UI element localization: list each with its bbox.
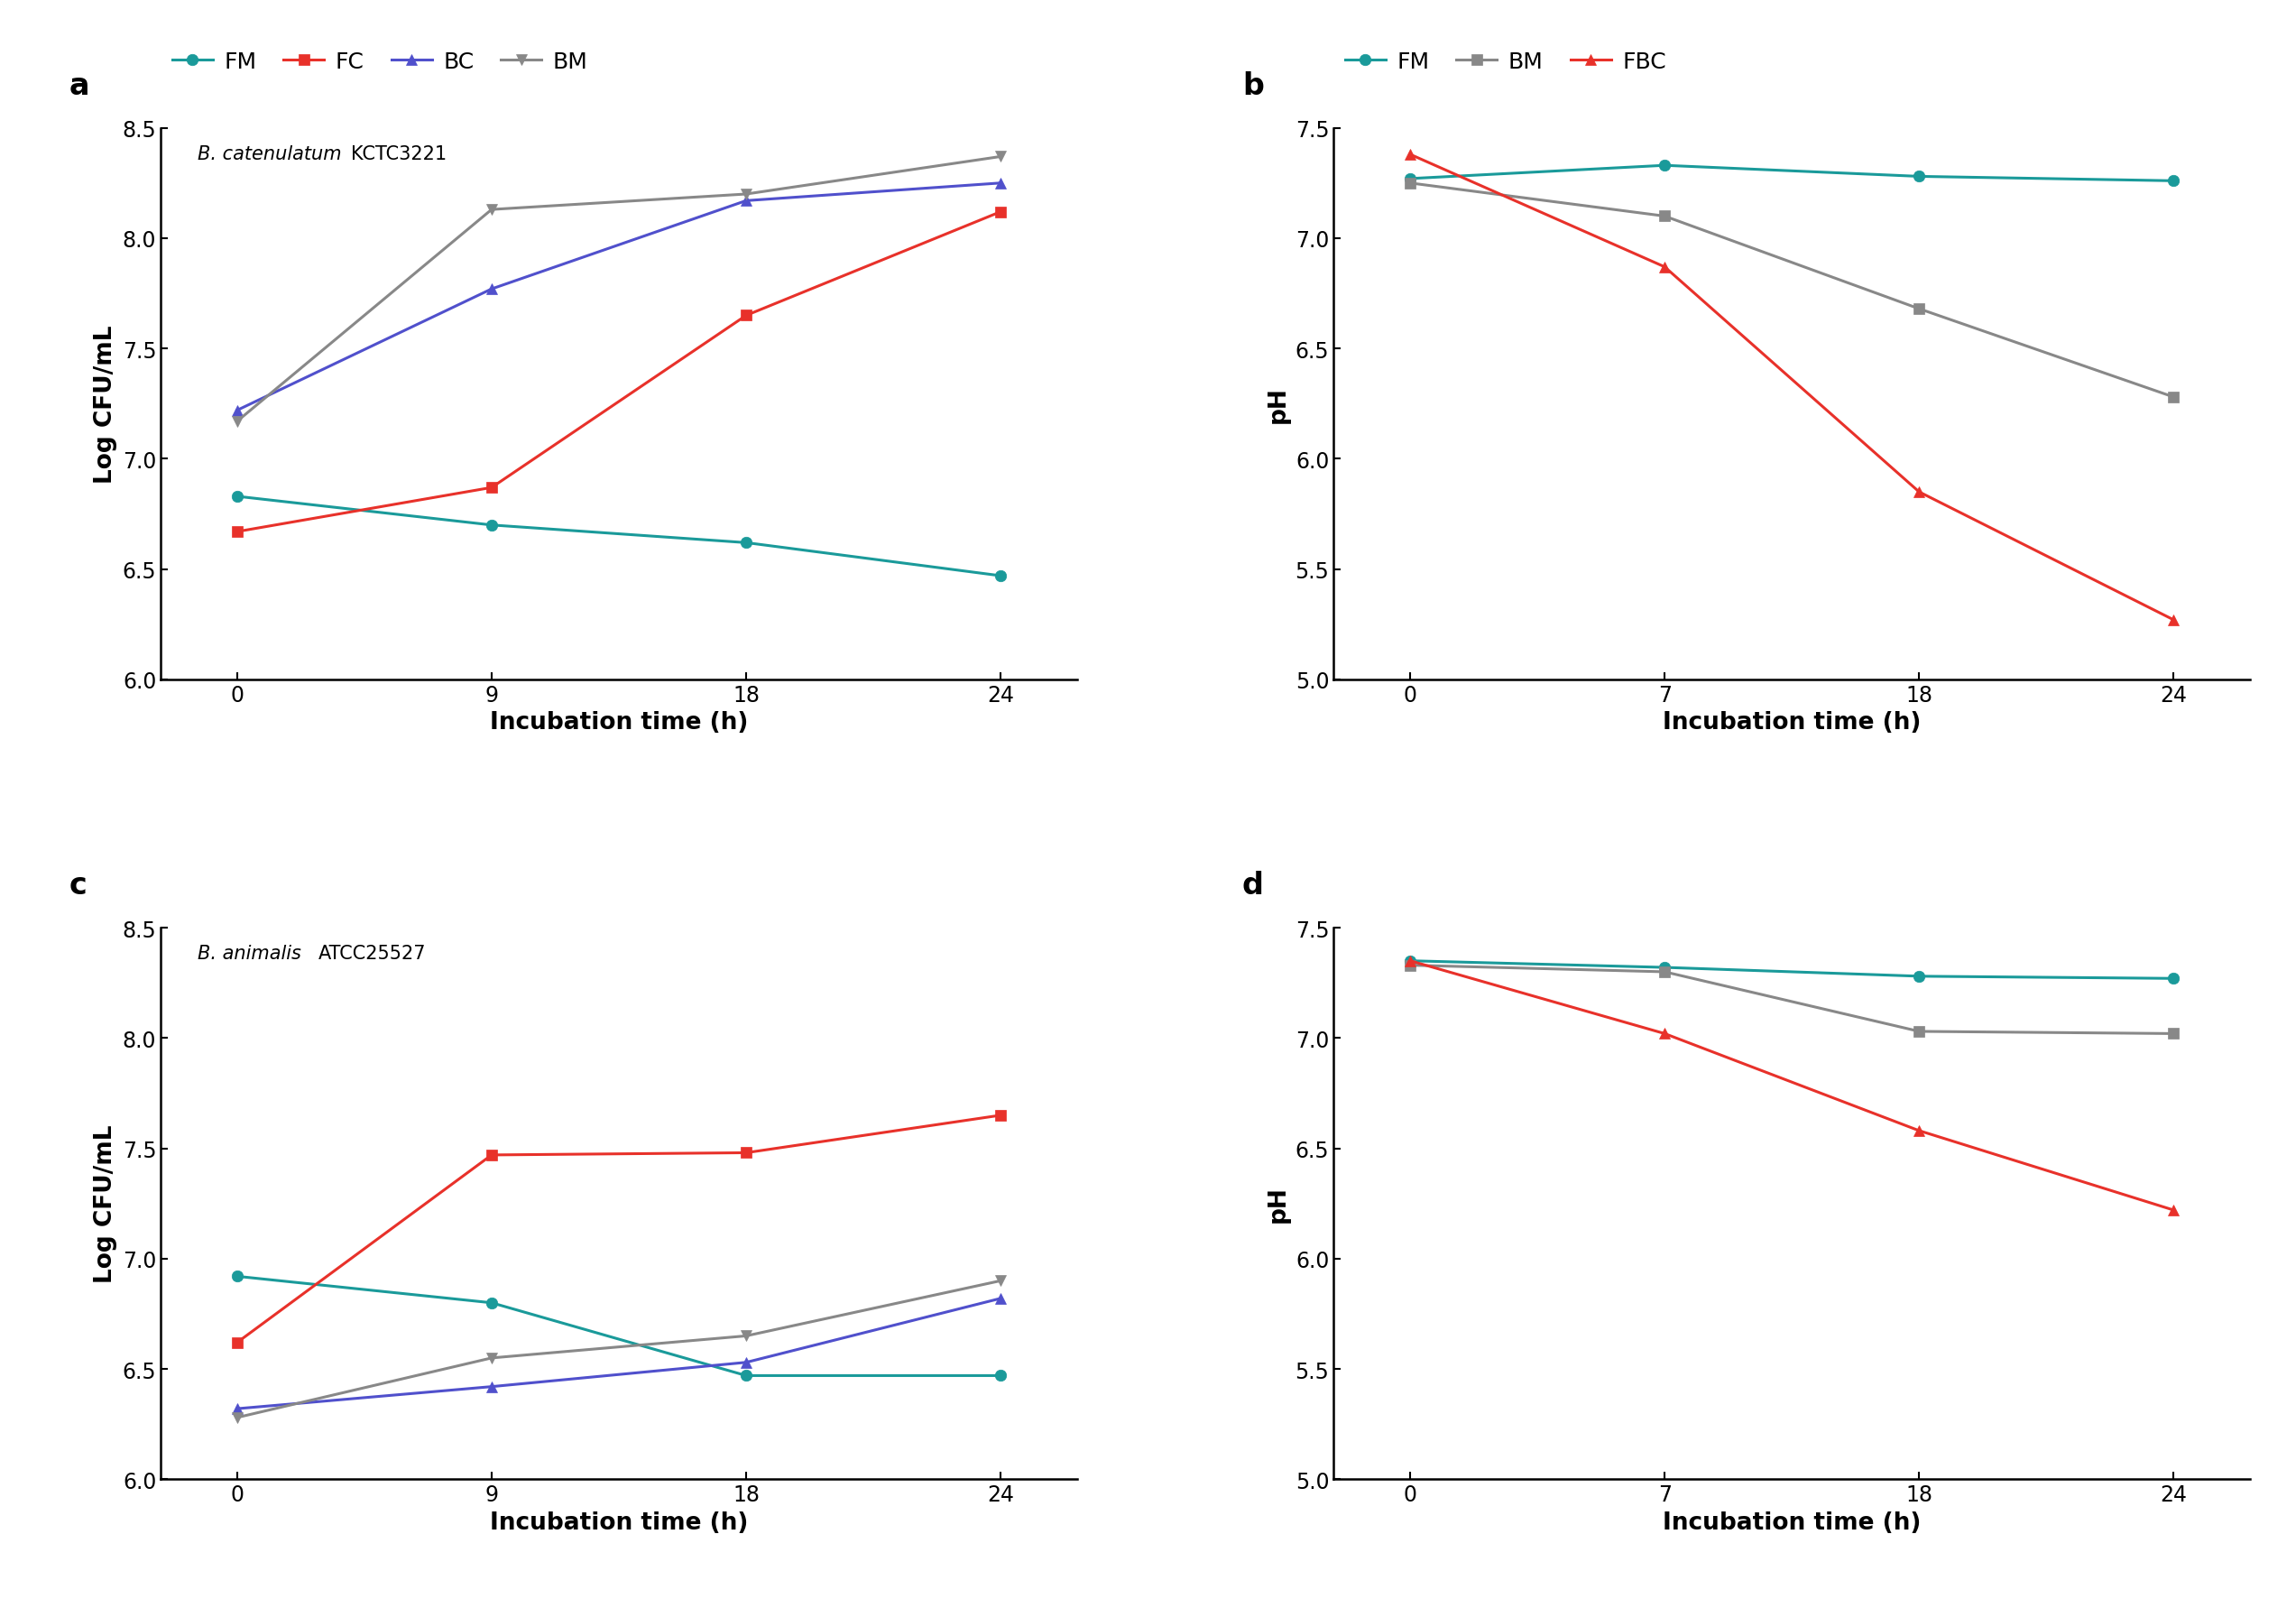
Text: ATCC25527: ATCC25527 bbox=[319, 944, 427, 963]
Text: c: c bbox=[69, 870, 87, 900]
Legend: FM, BM, FBC: FM, BM, FBC bbox=[1345, 51, 1667, 74]
Legend: FM, FC, BC, BM: FM, FC, BC, BM bbox=[172, 51, 588, 74]
Text: B. catenulatum: B. catenulatum bbox=[197, 145, 342, 164]
Y-axis label: pH: pH bbox=[1267, 1185, 1290, 1222]
Y-axis label: Log CFU/mL: Log CFU/mL bbox=[94, 325, 117, 484]
X-axis label: Incubation time (h): Incubation time (h) bbox=[1662, 1510, 1922, 1534]
X-axis label: Incubation time (h): Incubation time (h) bbox=[489, 711, 748, 735]
Text: a: a bbox=[69, 71, 90, 101]
Y-axis label: Log CFU/mL: Log CFU/mL bbox=[94, 1124, 117, 1283]
Y-axis label: pH: pH bbox=[1267, 386, 1290, 423]
Text: b: b bbox=[1242, 71, 1263, 101]
Text: KCTC3221: KCTC3221 bbox=[351, 145, 448, 164]
X-axis label: Incubation time (h): Incubation time (h) bbox=[1662, 711, 1922, 735]
Text: B. animalis: B. animalis bbox=[197, 944, 301, 963]
X-axis label: Incubation time (h): Incubation time (h) bbox=[489, 1510, 748, 1534]
Text: d: d bbox=[1242, 870, 1263, 900]
Text: B. catenulatum KCTC3221: B. catenulatum KCTC3221 bbox=[197, 145, 443, 164]
Text: B. animalis ATCC25527: B. animalis ATCC25527 bbox=[197, 944, 416, 963]
